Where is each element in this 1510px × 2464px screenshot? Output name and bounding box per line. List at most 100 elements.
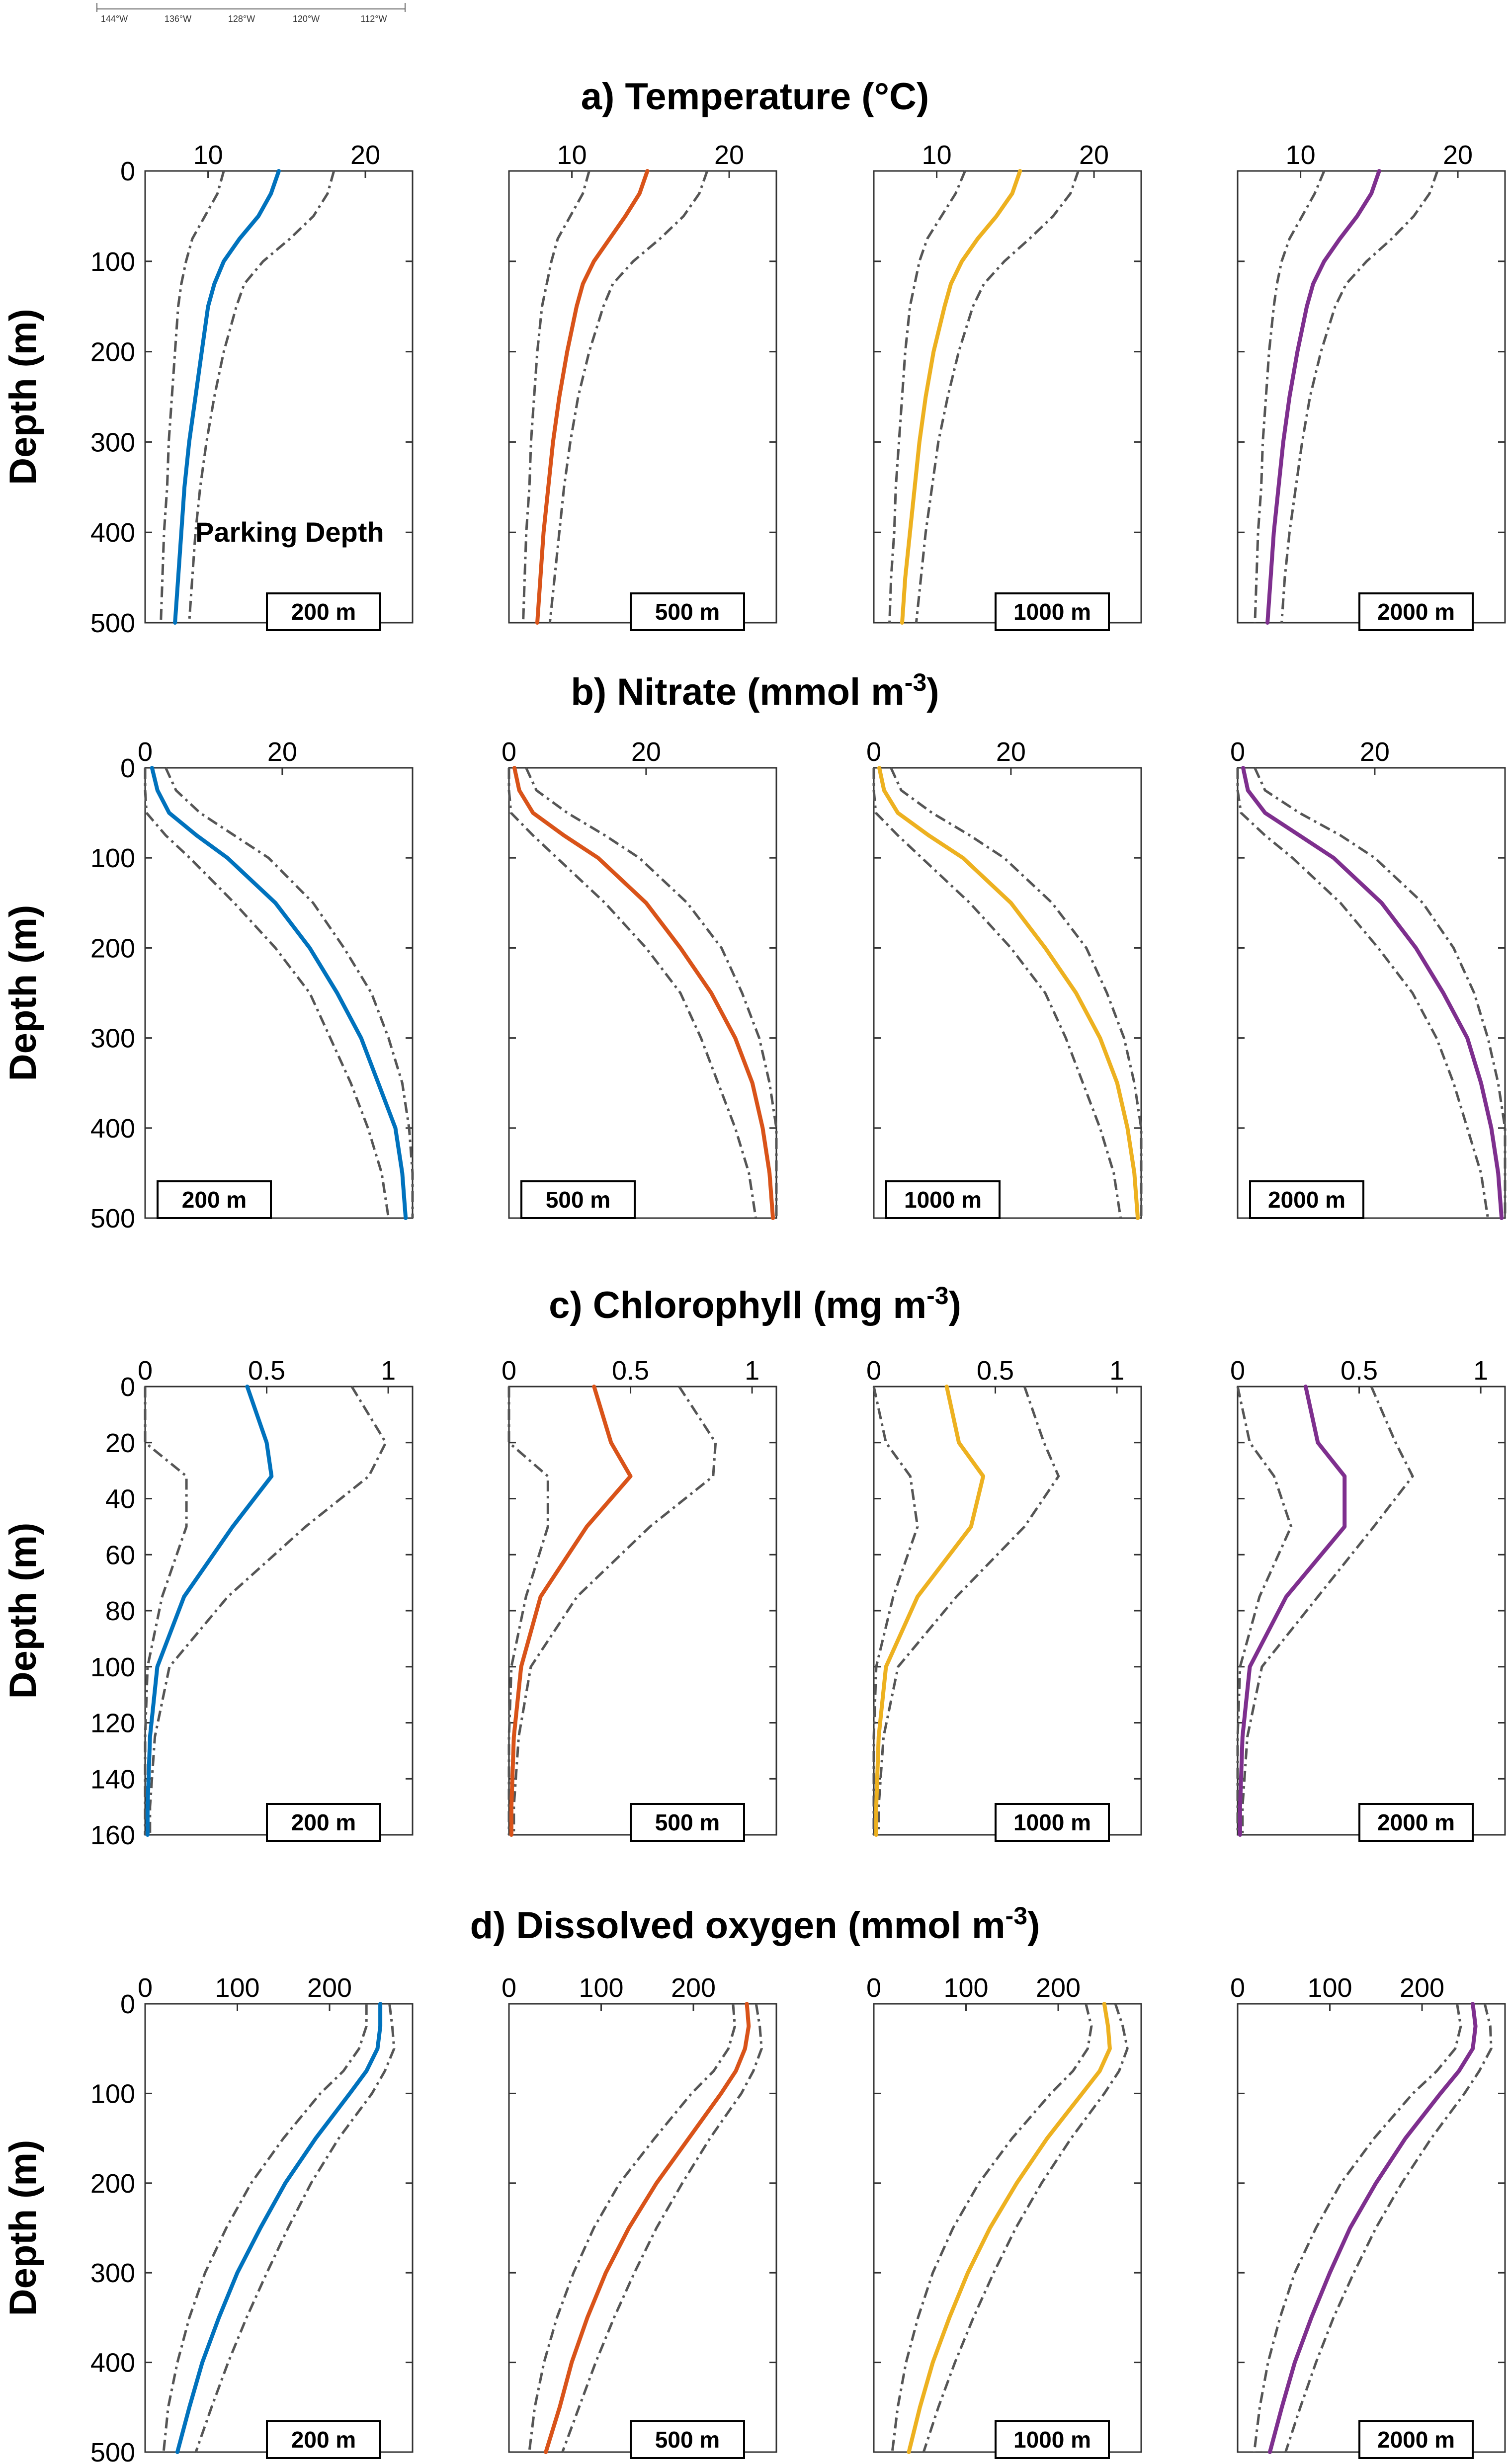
mean-profile-line — [173, 169, 281, 625]
parking-depth-label: 2000 m — [1377, 1809, 1455, 1835]
panel-500m: 0 100 200 500 m — [502, 1973, 777, 2459]
upper-bound-line — [1280, 170, 1439, 623]
lower-bound-line — [1254, 170, 1326, 623]
y-tick-label: 200 — [90, 2169, 135, 2199]
y-tick-label: 200 — [90, 337, 135, 367]
parking-depth-label: 200 m — [291, 2427, 356, 2453]
lower-bound-line — [162, 2004, 368, 2453]
panel-500m: 0 0.5 1 500 m — [502, 1356, 777, 1842]
parking-depth-label: 1000 m — [904, 1187, 982, 1213]
x-tick-label: 200 — [671, 1973, 716, 2003]
chart-title: c) Chlorophyll (mg m-3) — [549, 1282, 961, 1326]
parking-depth-box — [1358, 1803, 1474, 1842]
y-tick-label: 400 — [90, 1114, 135, 1144]
panel-2000m: 10 20 2000 m — [1237, 140, 1506, 631]
y-tick-label: 0 — [120, 1989, 135, 2019]
parking-depth-label: 1000 m — [1013, 599, 1091, 625]
plot-frame — [1237, 2003, 1506, 2453]
x-tick-label: 0 — [502, 737, 516, 767]
plot-frame — [873, 767, 1142, 1219]
parking-depth-box — [266, 2420, 381, 2459]
panel-2000m: 0 100 200 2000 m — [1230, 1973, 1506, 2459]
parking-depth-box — [995, 2420, 1110, 2459]
x-tick-label: 20 — [350, 140, 380, 170]
x-tick-label: 0 — [1230, 737, 1245, 767]
x-tick-label: 0 — [866, 1356, 881, 1386]
mean-profile-line — [509, 1385, 633, 1837]
x-tick-label: 20 — [1079, 140, 1109, 170]
panel-200m: 0 0.5 1 0 20 40 60 80 100 120 140 160 200 m — [90, 1356, 414, 1850]
panel-1000m: 0 20 1000 m — [866, 737, 1143, 1220]
chart-title: b) Nitrate (mmol m-3) — [571, 668, 939, 713]
x-tick-label: 20 — [631, 737, 661, 767]
chart-row-1: a) Temperature (°C)Depth (m)10 2001002003… — [2, 76, 1506, 638]
panel-500m: 0 20 500 m — [502, 737, 778, 1220]
x-tick-label: 10 — [1286, 140, 1316, 170]
lower-bound-line — [528, 2003, 737, 2453]
upper-bound-line — [512, 1386, 717, 1835]
y-tick-label: 100 — [90, 2079, 135, 2109]
y-tick-label: 100 — [90, 247, 135, 277]
x-tick-label: 0.5 — [977, 1356, 1014, 1386]
lower-bound-line — [1253, 2003, 1462, 2453]
parking-depth-box — [266, 592, 381, 631]
plot-frame — [1237, 170, 1506, 624]
panel-1000m: 0 0.5 1 1000 m — [866, 1356, 1142, 1842]
mean-profile-line — [145, 1385, 274, 1837]
plot-frame — [508, 1386, 777, 1836]
y-tick-label: 500 — [90, 2438, 135, 2464]
lower-bound-line — [144, 768, 390, 1219]
y-axis-label: Depth (m) — [2, 905, 44, 1081]
mean-profile-line — [535, 169, 650, 625]
panel-500m: 10 20 500 m — [508, 140, 777, 631]
x-tick-label: 0 — [138, 737, 153, 767]
y-tick-label: 160 — [90, 1820, 135, 1850]
lower-bound-line — [507, 768, 757, 1219]
parking-depth-label: 2000 m — [1268, 1187, 1345, 1213]
parking-depth-label: 500 m — [546, 1187, 610, 1213]
panel-2000m: 0 20 2000 m — [1230, 737, 1507, 1220]
x-tick-label: 0.5 — [612, 1356, 649, 1386]
x-tick-label: 0.5 — [1341, 1356, 1378, 1386]
x-tick-label: 0 — [1230, 1973, 1245, 2003]
chart-row-2: b) Nitrate (mmol m-3)Depth (m)0 200100200… — [2, 668, 1507, 1233]
y-tick-label: 500 — [90, 608, 135, 638]
y-axis-label: Depth (m) — [2, 2140, 44, 2316]
upper-bound-line — [1284, 2003, 1493, 2453]
plot-frame — [873, 170, 1142, 624]
parking-depth-label: 500 m — [655, 2427, 720, 2453]
plot-frame — [144, 767, 414, 1219]
x-tick-label: 0 — [138, 1973, 153, 2003]
mean-profile-line — [1241, 766, 1504, 1220]
parking-depth-box — [1358, 592, 1474, 631]
parking-depth-label: 1000 m — [1013, 2427, 1091, 2453]
x-tick-label: 20 — [1360, 737, 1390, 767]
plot-frame — [508, 170, 777, 624]
x-tick-label: 100 — [1307, 1973, 1352, 2003]
plot-frame — [144, 2003, 414, 2453]
panel-1000m: 0 100 200 1000 m — [866, 1973, 1142, 2459]
plot-frame — [873, 1386, 1142, 1836]
panel-2000m: 0 0.5 1 2000 m — [1230, 1356, 1506, 1842]
longitude-label: 120°W — [293, 14, 320, 24]
x-tick-label: 1 — [381, 1356, 396, 1386]
x-tick-label: 0 — [866, 737, 881, 767]
lower-bound-line — [872, 768, 1122, 1219]
lower-bound-line — [1236, 1386, 1293, 1835]
y-tick-label: 100 — [90, 843, 135, 873]
x-tick-label: 1 — [1473, 1356, 1488, 1386]
x-tick-label: 0 — [502, 1973, 516, 2003]
parking-depth-label: 500 m — [655, 1809, 720, 1835]
parking-depth-box — [885, 1180, 1001, 1219]
x-tick-label: 1 — [745, 1356, 759, 1386]
y-tick-label: 140 — [90, 1764, 135, 1794]
panel-1000m: 10 20 1000 m — [873, 140, 1142, 631]
upper-bound-line — [877, 1386, 1060, 1835]
parking-depth-box — [995, 1803, 1110, 1842]
parking-depth-box — [995, 592, 1110, 631]
parking-depth-box — [1358, 2420, 1474, 2459]
lower-bound-line — [891, 2003, 1093, 2453]
